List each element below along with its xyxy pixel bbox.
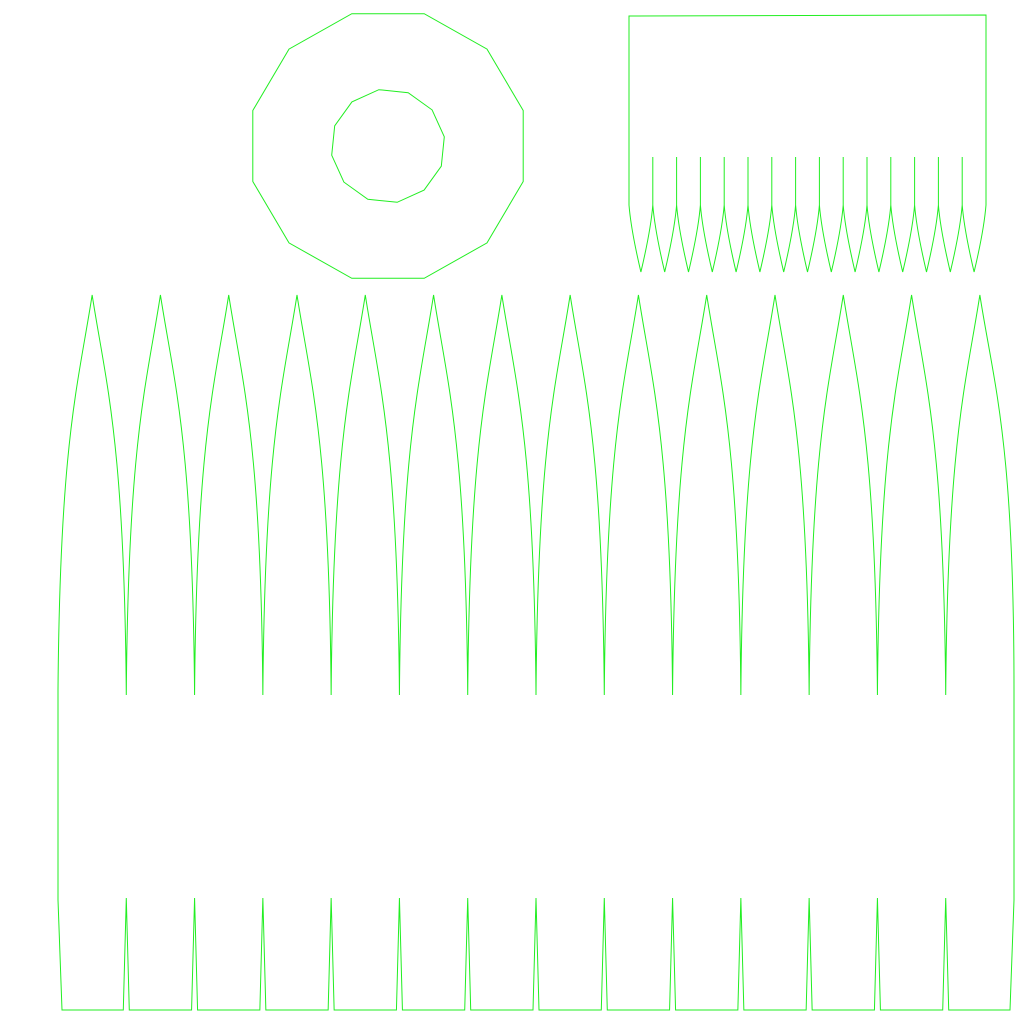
ring-island [252, 13, 524, 279]
small-comb-outline [628, 14, 987, 273]
ring-inner-edge [331, 89, 445, 203]
large-comb-outline [57, 294, 1015, 1011]
ring-outer-edge [252, 13, 524, 279]
small-comb-island [628, 14, 987, 273]
large-comb-island [57, 294, 1015, 1011]
